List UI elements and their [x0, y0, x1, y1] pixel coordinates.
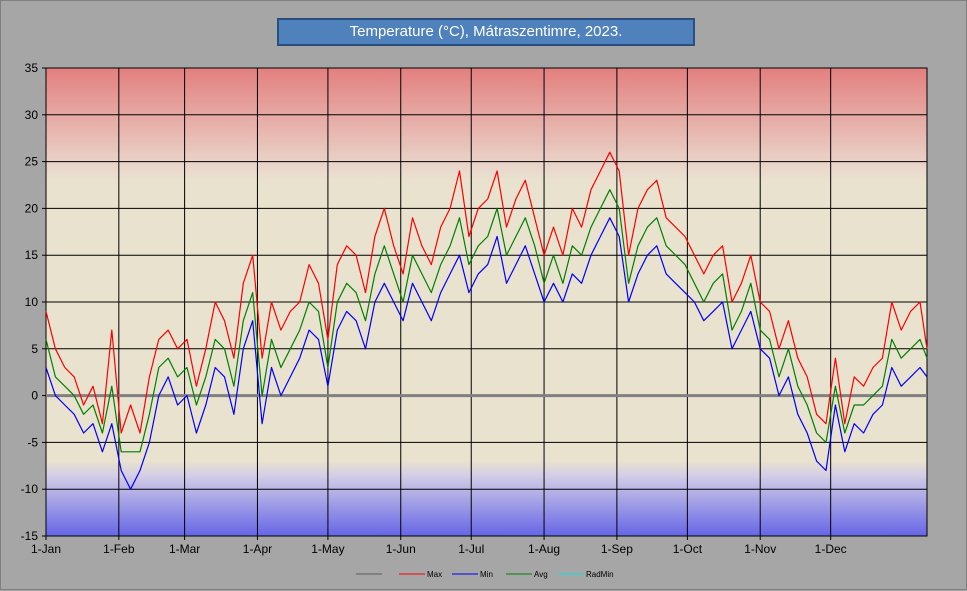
x-tick-label: 1-Jun — [386, 542, 416, 556]
series-line-min — [45, 217, 928, 490]
chart-title: Temperature (°C), Mátraszentimre, 2023. — [277, 18, 695, 46]
x-tick-label: 1-Nov — [744, 542, 776, 556]
y-tick-label: -5 — [27, 435, 38, 449]
series-line-avg — [45, 189, 928, 453]
x-tick-label: 1-Feb — [103, 542, 135, 556]
legend-label-min: Min — [480, 570, 493, 579]
y-tick-label: 20 — [25, 201, 39, 215]
y-tick-label: 30 — [25, 108, 39, 122]
x-tick-label: 1-Jul — [458, 542, 484, 556]
x-tick-label: 1-Sep — [601, 542, 633, 556]
y-tick-label: 0 — [31, 389, 38, 403]
x-tick-label: 1-Jan — [31, 542, 61, 556]
x-tick-label: 1-Oct — [673, 542, 703, 556]
legend-label-max: Max — [427, 570, 442, 579]
series-lines — [45, 151, 928, 490]
legend-label-radmin: RadMin — [586, 570, 614, 579]
y-tick-label: 35 — [25, 61, 39, 75]
y-tick-label: 5 — [31, 342, 38, 356]
x-tick-label: 1-Mar — [169, 542, 200, 556]
y-tick-label: -15 — [21, 529, 39, 543]
y-tick-label: 25 — [25, 155, 39, 169]
y-tick-label: -10 — [21, 482, 39, 496]
x-tick-label: 1-Aug — [528, 542, 560, 556]
series-line-max — [45, 151, 928, 434]
x-tick-label: 1-Apr — [243, 542, 272, 556]
legend: Max Min Avg RadMin — [356, 570, 614, 579]
legend-label-avg: Avg — [534, 570, 548, 579]
y-axis-ticks: 35 30 25 20 15 10 5 0 -5 -10 -15 — [21, 61, 46, 543]
x-axis-ticks: 1-Jan 1-Feb 1-Mar 1-Apr 1-May 1-Jun 1-Jul 1-Aug… — [31, 536, 847, 556]
y-tick-label: 10 — [25, 295, 39, 309]
x-tick-label: 1-May — [311, 542, 344, 556]
y-tick-label: 15 — [25, 248, 39, 262]
x-tick-label: 1-Dec — [815, 542, 847, 556]
